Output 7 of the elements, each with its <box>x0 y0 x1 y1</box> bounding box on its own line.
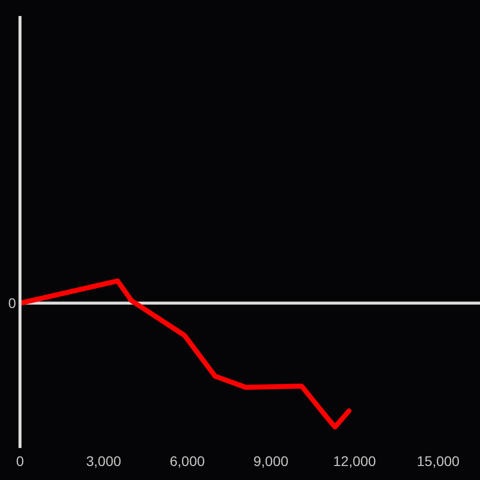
x-tick-label: 6,000 <box>170 452 205 469</box>
x-tick-label: 3,000 <box>86 452 122 469</box>
x-tick-label: 15,000 <box>416 452 460 469</box>
ref-line-label: 0 <box>8 295 16 312</box>
x-tick-label: 0 <box>16 452 24 469</box>
x-tick-label: 9,000 <box>253 452 289 469</box>
x-tick-label: 12,000 <box>333 452 376 469</box>
